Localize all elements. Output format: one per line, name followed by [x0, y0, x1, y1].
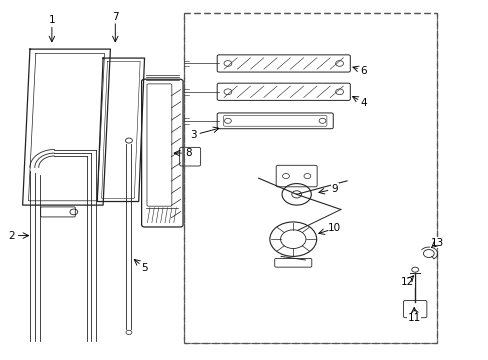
- Text: 13: 13: [429, 238, 443, 248]
- Text: 8: 8: [185, 148, 191, 158]
- Text: 7: 7: [112, 12, 119, 22]
- Text: 3: 3: [190, 130, 196, 140]
- Text: 1: 1: [48, 15, 55, 26]
- Text: 11: 11: [407, 313, 420, 323]
- Text: 12: 12: [401, 277, 414, 287]
- Text: 4: 4: [360, 98, 366, 108]
- Text: 6: 6: [360, 66, 366, 76]
- Text: 2: 2: [8, 231, 15, 240]
- Text: 5: 5: [141, 263, 147, 273]
- Text: 10: 10: [327, 224, 341, 233]
- Text: 9: 9: [331, 184, 337, 194]
